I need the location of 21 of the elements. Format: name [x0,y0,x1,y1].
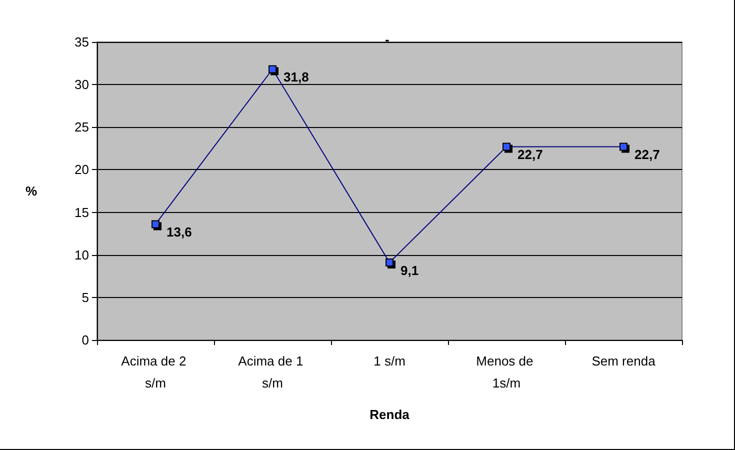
data-label: 22,7 [634,147,660,162]
y-tick-label: 10 [74,247,89,262]
y-tick-label: 20 [74,162,89,178]
y-tick-label: 15 [74,204,89,220]
x-tick-label: Sem renda [592,354,656,368]
y-tick-label: 30 [74,77,89,92]
x-axis-title: Renda [370,407,410,422]
y-axis-title: % [25,184,38,198]
data-label: 9,1 [400,263,419,278]
data-label: 13,6 [166,224,192,240]
y-tick-label: 0 [82,332,89,348]
chart-title: - [385,32,390,47]
data-label: 31,8 [284,70,309,85]
y-tick-label: 5 [82,290,89,305]
x-tick-label: Menos de 1s/m [476,354,537,390]
y-tick-label: 35 [74,34,89,50]
y-tick-label: 25 [74,120,89,135]
x-tick-label: 1 s/m [374,354,406,368]
x-tick-label: Acima de 2 s/m [121,354,190,390]
data-label: 22,7 [518,147,543,162]
x-tick-label: Acima de 1 s/m [238,354,307,390]
